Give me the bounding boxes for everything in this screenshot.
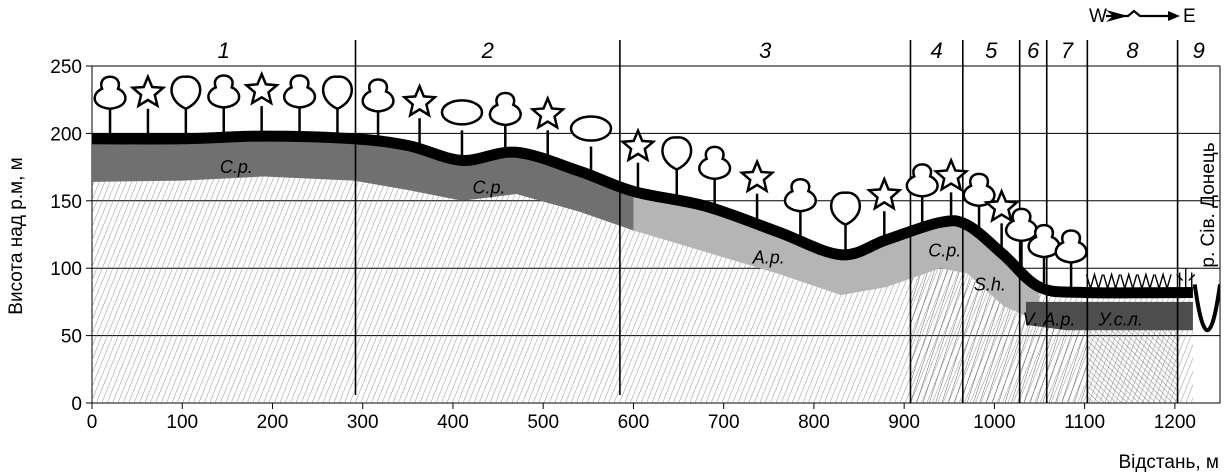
round-tree-icon [905,163,939,198]
oval-tree-icon [569,115,613,142]
geology-layers [92,130,1220,403]
star-tree-icon [983,188,1020,223]
zone-label: 6 [1027,38,1040,63]
round-tree-icon [488,91,522,127]
compass-head [1168,11,1180,21]
layer-labels: С.р.С.р.А.р. С.р.S.h.V. А.р. У.с.л. [220,157,1143,329]
zone-label: 7 [1061,38,1074,63]
grass-icon [1102,271,1121,292]
loess-layer [910,262,1088,403]
star-tree-icon [243,70,281,106]
layer-label: А.р. [1042,309,1075,329]
alluvium-hatch-layer [1087,330,1178,403]
round-tree-icon [1054,229,1088,264]
x-tick-label: 600 [618,412,650,433]
star-tree-icon [401,82,438,118]
deciduous-tree-icon [829,191,862,227]
layer-label: У.с.л. [1098,309,1143,329]
deciduous-tree-icon [661,136,693,171]
y-tick-label: 100 [50,259,82,280]
star-tree-icon [619,127,657,163]
x-axis-title: Відстань, м [1118,452,1219,473]
round-tree-icon [962,172,996,208]
grass-icon [1120,271,1138,292]
star-tree-icon [529,95,566,130]
x-tick-label: 0 [87,412,98,433]
x-tick-label: 200 [257,412,289,433]
compass-west-label: W [1089,6,1107,27]
x-tick-label: 1000 [973,412,1015,433]
y-tick-label: 50 [61,327,82,348]
x-tick-label: 900 [888,412,920,433]
layer-label: S.h. [974,274,1006,294]
zone-label: 2 [481,38,494,63]
oval-tree-icon [440,99,484,126]
y-tick-label: 250 [50,57,82,78]
x-tick-label: 700 [708,412,740,433]
round-tree-icon [93,75,127,111]
round-tree-icon [783,178,817,213]
layer-label: V. [1023,309,1039,329]
grass-icon [1137,271,1155,292]
star-tree-icon [738,158,776,194]
round-tree-icon [698,145,732,181]
zone-label: 1 [218,38,230,63]
layer-label: С.р. [928,241,961,261]
vegetation [93,70,1196,292]
y-axis-title: Висота над р.м, м [6,157,27,314]
topsoil-dark-layer [92,136,634,231]
round-tree-icon [283,74,317,109]
floodplain-soil-layer [1025,301,1193,331]
surface-line [92,130,1193,299]
deciduous-tree-icon [321,75,354,111]
compass-arrow: W E [1089,6,1196,27]
compass-tail [1106,10,1128,22]
zone-label: 5 [985,38,998,63]
x-tick-label: 800 [798,412,830,433]
y-tick-label: 200 [50,124,82,145]
layer-label: С.р. [220,157,253,177]
star-tree-icon [129,73,167,109]
x-tick-label: 1100 [1064,412,1105,433]
zone-label: 4 [931,38,943,63]
layer-label: А.р. [752,247,785,267]
star-tree-icon [932,157,970,192]
x-tick-label: 1200 [1154,412,1196,433]
compass-east-label: E [1183,6,1196,27]
river-label: р. Сів. Донець [1198,142,1219,267]
zone-label: 8 [1126,38,1139,63]
round-tree-icon [361,78,395,113]
grass-icon [1154,271,1172,292]
x-tick-label: 100 [166,412,198,433]
star-tree-icon [866,175,903,211]
zone-label: 3 [759,38,772,63]
round-tree-icon [207,74,241,109]
x-tick-label: 400 [437,412,469,433]
deciduous-tree-icon [170,75,202,111]
y-tick-label: 0 [71,394,82,415]
zone-label: 9 [1193,38,1205,63]
x-tick-label: 500 [527,412,559,433]
x-tick-label: 300 [347,412,379,433]
grass-icon [1085,271,1104,292]
layer-label: С.р. [473,177,506,197]
y-tick-label: 150 [50,192,82,213]
river-channel [1192,284,1220,333]
reed-icon [1176,268,1196,289]
